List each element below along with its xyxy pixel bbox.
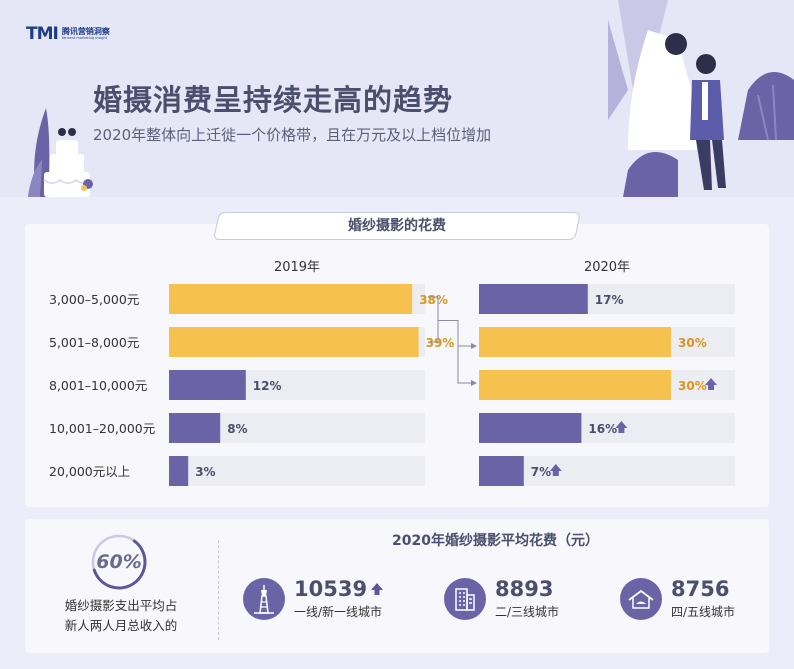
data-label: 17% bbox=[595, 293, 624, 307]
data-label: 8% bbox=[227, 422, 247, 436]
bar bbox=[479, 456, 524, 486]
data-label: 30% bbox=[678, 379, 707, 393]
city-tier-1-value: 10539 bbox=[294, 577, 368, 601]
tower-icon bbox=[243, 578, 285, 620]
header-banner: TMI 腾讯营销洞察 tencent marketing insight 婚摄消… bbox=[0, 0, 794, 197]
category-label: 5,001–8,000元 bbox=[49, 335, 139, 350]
city-tier-1-label: 一线/新一线城市 bbox=[294, 605, 383, 619]
wedding-couple-icon bbox=[608, 0, 794, 197]
city-tier-3-label: 四/五线城市 bbox=[671, 605, 736, 619]
bar bbox=[169, 327, 419, 357]
percent-ring bbox=[91, 534, 147, 590]
data-label: 7% bbox=[531, 465, 551, 479]
category-label: 10,001–20,000元 bbox=[49, 421, 155, 436]
up-arrow-icon bbox=[615, 421, 628, 433]
city-tier-2: 8893 二/三线城市 bbox=[444, 578, 559, 620]
house-icon bbox=[620, 578, 662, 620]
wedding-cake-icon bbox=[28, 108, 93, 197]
income-description: 婚纱摄影支出平均占 新人两人月总收入的 bbox=[48, 596, 194, 636]
buildings-icon bbox=[444, 578, 486, 620]
bar bbox=[169, 456, 189, 486]
bar bbox=[169, 413, 221, 443]
city-tier-2-label: 二/三线城市 bbox=[495, 605, 560, 619]
page-subtitle: 2020年整体向上迁徙一个价格带，且在万元及以上档位增加 bbox=[93, 126, 492, 144]
bar bbox=[479, 413, 582, 443]
arrow-head bbox=[471, 380, 477, 386]
city-tier-1: 10539 一线/新一线城市 bbox=[243, 578, 384, 620]
up-arrow-icon bbox=[549, 464, 562, 476]
income-desc-line1: 婚纱摄影支出平均占 bbox=[64, 598, 178, 613]
logo-tagline: tencent marketing insight bbox=[61, 35, 108, 40]
category-label: 3,000–5,000元 bbox=[49, 292, 139, 307]
bar-track bbox=[169, 456, 425, 486]
bar bbox=[169, 370, 246, 400]
arrow-head bbox=[471, 343, 477, 349]
data-label: 39% bbox=[426, 336, 455, 350]
data-label: 30% bbox=[678, 336, 707, 350]
avg-cost-title: 2020年婚纱摄影平均花费（元） bbox=[392, 533, 599, 549]
up-arrow-icon bbox=[371, 583, 384, 595]
city-tier-2-value: 8893 bbox=[495, 577, 554, 601]
logo-mark: TMI bbox=[26, 24, 59, 44]
income-percent: 60% bbox=[96, 551, 142, 573]
logo-name: 腾讯营销洞察 bbox=[61, 26, 110, 36]
bar bbox=[479, 327, 671, 357]
city-tier-3-value: 8756 bbox=[671, 577, 730, 601]
page-title: 婚摄消费呈持续走高的趋势 bbox=[93, 83, 454, 117]
series-header: 2020年 bbox=[584, 260, 630, 275]
data-label: 12% bbox=[253, 379, 282, 393]
category-label: 8,001–10,000元 bbox=[49, 378, 147, 393]
city-tier-3: 8756 四/五线城市 bbox=[620, 578, 735, 620]
bar bbox=[479, 370, 671, 400]
migration-arrow bbox=[457, 320, 476, 384]
brand-logo: TMI 腾讯营销洞察 tencent marketing insight bbox=[26, 24, 110, 44]
up-arrow-icon bbox=[705, 378, 717, 390]
bracket-line bbox=[428, 296, 439, 343]
series-header: 2019年 bbox=[274, 260, 320, 275]
income-desc-line2: 新人两人月总收入的 bbox=[64, 618, 178, 633]
bar bbox=[169, 284, 413, 314]
bar bbox=[479, 284, 588, 314]
section-title: 婚纱摄影的花费 bbox=[348, 218, 446, 234]
category-label: 20,000元以上 bbox=[49, 464, 130, 479]
data-label: 38% bbox=[419, 293, 448, 307]
card-divider bbox=[218, 540, 219, 640]
data-label: 3% bbox=[195, 465, 215, 479]
data-label: 16% bbox=[588, 422, 617, 436]
